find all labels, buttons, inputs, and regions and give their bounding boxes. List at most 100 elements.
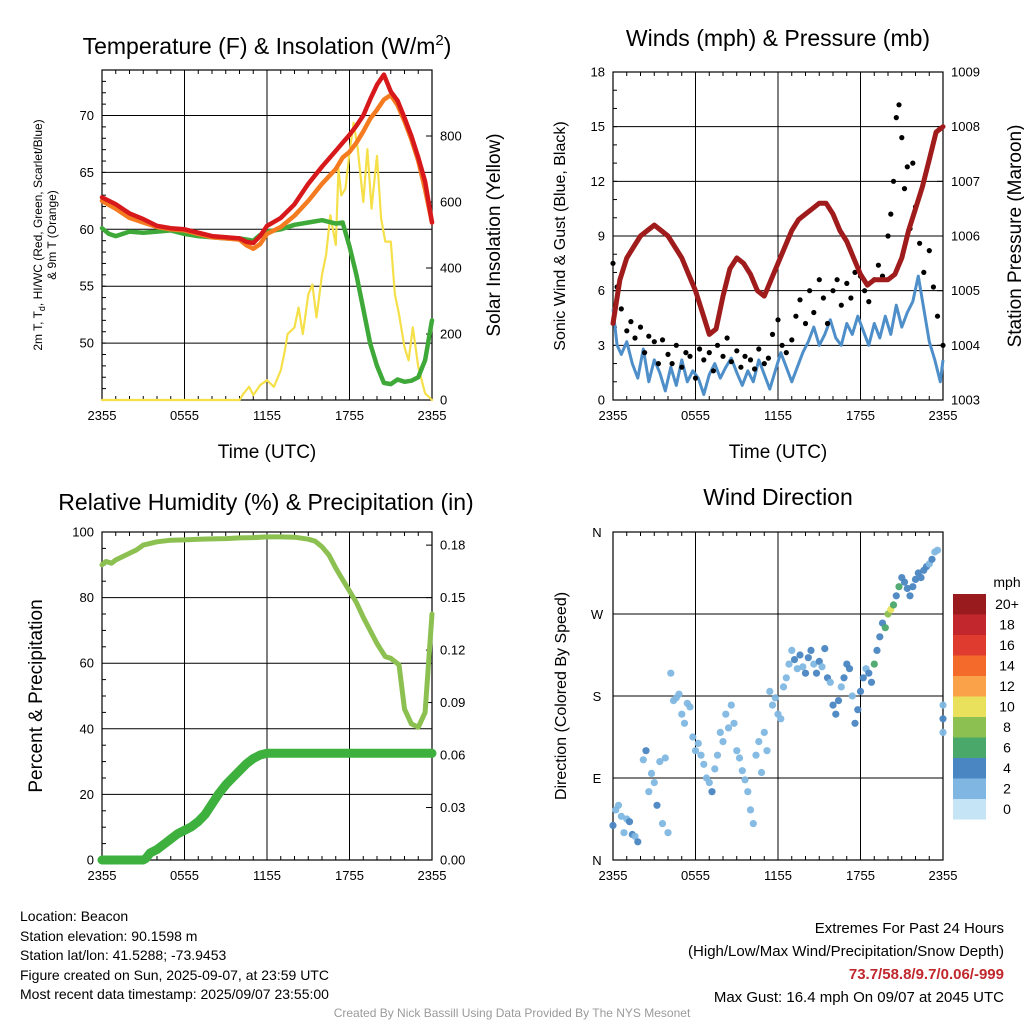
y-tick-label: 15 xyxy=(591,119,605,134)
y2-tick-label: 600 xyxy=(440,195,462,210)
direction-point xyxy=(614,801,623,809)
x-tick-label: 2355 xyxy=(418,868,447,883)
gust-point xyxy=(875,262,882,268)
direction-point xyxy=(818,663,826,671)
y-tick-label: 0 xyxy=(598,393,605,408)
direction-point xyxy=(911,575,920,584)
colorbar-label: 18 xyxy=(999,617,1015,633)
direction-point xyxy=(617,812,625,820)
y-tick-label: 60 xyxy=(80,656,94,671)
gust-point xyxy=(940,342,946,348)
direction-point xyxy=(719,738,727,746)
direction-point xyxy=(735,754,744,762)
gust-point xyxy=(701,357,707,363)
gust-point xyxy=(610,260,616,266)
gust-point xyxy=(628,319,634,325)
y2-tick-label: 0.12 xyxy=(440,643,465,658)
x-tick-label: 0555 xyxy=(681,408,710,423)
gust-point xyxy=(838,302,844,308)
colorbar-swatch xyxy=(953,635,986,656)
direction-point xyxy=(760,728,768,737)
direction-point xyxy=(653,801,661,809)
gust-point xyxy=(651,339,657,345)
y2-tick-label: 0.15 xyxy=(440,590,465,605)
gust-point xyxy=(752,366,758,372)
gust-point xyxy=(930,284,937,290)
direction-point xyxy=(763,747,771,755)
y-tick-label: 6 xyxy=(598,283,605,298)
colorbar: mph 20+ 18 16 14 12 10 8 6 4 2 0 xyxy=(953,574,1021,820)
y-tick-label: W xyxy=(591,607,604,622)
x-tick-label: 2355 xyxy=(418,408,447,423)
station-location: Location: Beacon xyxy=(20,908,129,924)
direction-point xyxy=(697,751,705,759)
gust-point xyxy=(834,277,840,283)
gust-point xyxy=(637,324,644,330)
direction-point xyxy=(939,701,947,709)
direction-point xyxy=(777,715,785,723)
gust-point xyxy=(904,164,910,170)
gust-point xyxy=(642,350,648,356)
gust-point xyxy=(687,353,693,359)
y-tick-label: 50 xyxy=(80,336,94,351)
direction-point xyxy=(700,760,708,768)
temperature-chart: 2355 0555 1155 1755 2355 50 55 60 65 70 0 200 400 600… xyxy=(31,32,505,463)
x-tick-label: 1755 xyxy=(335,868,364,883)
direction-point xyxy=(738,767,746,775)
direction-point xyxy=(909,583,917,591)
gust-point xyxy=(926,248,932,254)
y2-tick-label: 1006 xyxy=(951,229,980,244)
gust-point xyxy=(890,178,897,184)
series-insolation-yellow xyxy=(100,121,434,402)
y-axis-label-line2: & 9m T (Orange) xyxy=(45,190,59,280)
direction-point xyxy=(711,765,719,773)
direction-point xyxy=(832,710,840,718)
gust-point xyxy=(775,317,781,323)
y2-tick-label: 1007 xyxy=(951,174,980,189)
gust-point xyxy=(910,160,916,166)
x-tick-label: 0555 xyxy=(170,868,199,883)
gust-point xyxy=(665,351,671,357)
x-tick-label: 2355 xyxy=(88,868,117,883)
gust-point xyxy=(742,353,748,359)
colorbar-swatch xyxy=(953,696,986,717)
direction-point xyxy=(856,687,865,696)
direction-point xyxy=(724,724,733,732)
y2-tick-label: 0.03 xyxy=(440,800,465,815)
gust-point xyxy=(761,361,767,367)
y-axis-label: Sonic Wind & Gust (Blue, Black) xyxy=(552,121,569,350)
gust-point xyxy=(618,306,624,312)
x-tick-label: 1755 xyxy=(335,408,364,423)
direction-point xyxy=(746,806,755,814)
direction-point xyxy=(859,674,867,682)
direction-point xyxy=(848,692,856,700)
direction-point xyxy=(727,701,735,709)
direction-point xyxy=(730,719,738,727)
colorbar-swatch xyxy=(953,737,986,758)
extremes-values: 73.7/58.8/9.7/0.06/-999 xyxy=(848,966,1004,983)
humidity-chart: 2355 0555 1155 1755 23550204060801000.000.03… xyxy=(26,489,474,883)
gust-point xyxy=(706,350,712,356)
direction-point xyxy=(829,701,837,709)
x-tick-label: 1755 xyxy=(846,408,875,423)
colorbar-swatch xyxy=(953,778,986,799)
gust-point xyxy=(734,348,740,354)
chart-title: Relative Humidity (%) & Precipitation (i… xyxy=(58,489,473,515)
gust-point xyxy=(896,102,902,108)
direction-point xyxy=(801,669,810,677)
y-tick-label: 70 xyxy=(80,108,94,123)
x-tick-label: 0555 xyxy=(681,868,710,883)
colorbar-label: 12 xyxy=(999,678,1015,694)
direction-point xyxy=(675,690,683,698)
direction-point xyxy=(928,555,936,563)
direction-point xyxy=(631,832,639,840)
gust-point xyxy=(747,357,754,363)
y-tick-label: 3 xyxy=(598,338,605,353)
gust-point xyxy=(683,350,689,356)
gust-point xyxy=(646,333,652,339)
series-pressure-maroon xyxy=(610,124,946,337)
gust-point xyxy=(756,346,762,352)
direction-point xyxy=(642,747,650,755)
direction-point xyxy=(634,838,642,846)
x-axis-label: Time (UTC) xyxy=(729,442,828,463)
